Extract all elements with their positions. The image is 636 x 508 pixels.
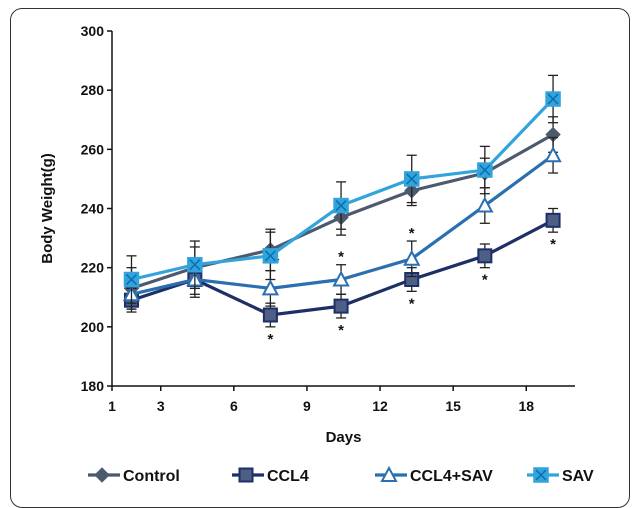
- x-tick-label: 1: [108, 398, 116, 414]
- significance-star: *: [550, 236, 556, 253]
- x-tick-label: 15: [445, 398, 461, 414]
- legend-marker: [94, 467, 110, 483]
- marker-cross-line: [479, 164, 491, 176]
- significance-star: *: [409, 295, 415, 312]
- significance-star: *: [338, 322, 344, 339]
- data-point: [333, 298, 349, 314]
- diamond-marker: [94, 467, 110, 483]
- data-point: [545, 91, 561, 107]
- data-point: [477, 248, 493, 264]
- legend-label: Control: [123, 468, 180, 485]
- data-point: [476, 196, 494, 213]
- data-point: [544, 146, 562, 163]
- marker-cross-line: [125, 273, 138, 286]
- triangle-marker: [332, 270, 350, 287]
- marker-cross-line: [547, 93, 559, 105]
- legend-marker: [380, 465, 398, 482]
- square-marker: [238, 467, 254, 483]
- square-marker: [477, 248, 493, 264]
- x-axis-title: Days: [326, 429, 362, 446]
- data-point: [403, 171, 420, 187]
- x-tick-label: 12: [372, 398, 388, 414]
- x-tick-label: 6: [230, 398, 238, 414]
- marker-cross-line: [189, 259, 201, 271]
- legend-marker: [533, 467, 549, 483]
- significance-star: *: [338, 249, 344, 266]
- y-tick-label: 260: [81, 141, 105, 157]
- legend-entry: SAV: [527, 467, 594, 485]
- marker-cross-line: [335, 200, 347, 212]
- legend: Control CCL4 CCL4+SAV SAV: [88, 465, 594, 485]
- square-marker: [545, 212, 561, 228]
- line-chart: 180 200 220 240 260 280 300 1 3 6 9 12 15 18 Days Body …: [39, 23, 594, 485]
- data-point: [123, 271, 140, 288]
- legend-label: SAV: [562, 468, 594, 485]
- x-tick-label: 18: [518, 398, 534, 414]
- data-point: [545, 212, 561, 228]
- legend-label: CCL4: [267, 468, 309, 485]
- legend-label: CCL4+SAV: [410, 468, 493, 485]
- marker-cross-line: [264, 250, 276, 262]
- series-sav: [123, 74, 561, 304]
- triangle-marker: [380, 465, 398, 482]
- x-tick-label: 9: [303, 398, 311, 414]
- legend-marker: [238, 467, 254, 483]
- legend-entry: CCL4+SAV: [375, 465, 493, 485]
- y-tick-label: 200: [81, 319, 105, 335]
- axes: 180 200 220 240 260 280 300 1 3 6 9 12 15 18 Days Body …: [39, 23, 575, 446]
- marker-cross-line: [535, 469, 547, 481]
- data-point: [333, 197, 349, 214]
- data-point: [403, 249, 421, 266]
- legend-entry: CCL4: [232, 467, 309, 485]
- square-marker: [262, 307, 278, 323]
- triangle-marker: [261, 279, 280, 296]
- triangle-marker: [403, 249, 421, 266]
- y-tick-label: 280: [81, 82, 105, 98]
- data-point: [262, 307, 278, 323]
- y-tick-label: 180: [81, 378, 105, 394]
- significance-star: *: [409, 225, 415, 242]
- data-point: [261, 279, 280, 296]
- data-point: [332, 270, 350, 287]
- legend-entry: Control: [88, 467, 180, 485]
- data-point: [187, 256, 203, 273]
- triangle-marker: [544, 146, 562, 163]
- square-marker: [333, 298, 349, 314]
- data-point: [477, 162, 493, 178]
- x-tick-label: 3: [157, 398, 165, 414]
- y-tick-label: 220: [81, 260, 105, 276]
- significance-star: *: [482, 272, 488, 289]
- y-tick-label: 300: [81, 23, 105, 39]
- triangle-marker: [476, 196, 494, 213]
- data-point: [262, 248, 279, 264]
- marker-cross-line: [406, 173, 418, 185]
- y-axis-title: Body Weight(g): [39, 153, 56, 264]
- significance-star: *: [267, 331, 273, 348]
- series-layer: ********: [122, 74, 562, 348]
- y-tick-label: 240: [81, 201, 105, 217]
